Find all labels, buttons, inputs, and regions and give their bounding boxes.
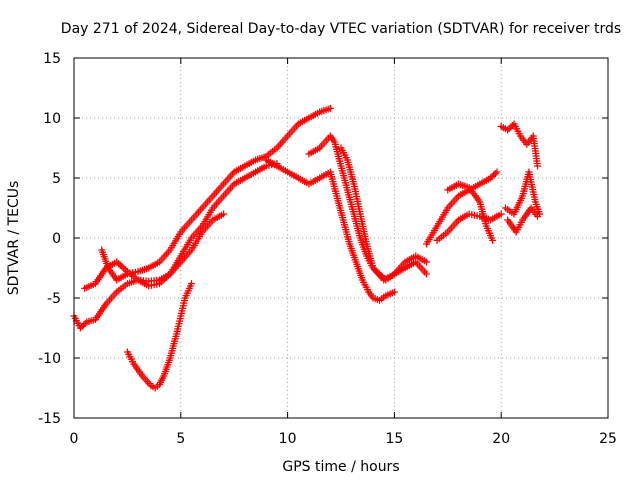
data-point <box>489 236 497 244</box>
data-point <box>497 210 505 218</box>
x-tick-label: 0 <box>70 431 79 447</box>
data-points <box>70 104 544 392</box>
series-arc-12 <box>501 168 544 218</box>
data-point <box>490 171 498 179</box>
grid <box>74 58 608 418</box>
series-arc-3 <box>98 104 334 284</box>
x-tick-label: 25 <box>599 431 617 447</box>
y-tick-label: -10 <box>38 351 61 367</box>
data-point <box>505 125 513 132</box>
series-arc-11 <box>497 120 542 170</box>
y-tick-label: 15 <box>43 51 61 67</box>
data-point <box>81 320 89 327</box>
x-axis-label: GPS time / hours <box>282 459 399 475</box>
series-arc-10 <box>444 180 497 244</box>
y-tick-label: 10 <box>43 111 61 127</box>
y-tick-label: -5 <box>47 291 61 307</box>
data-point <box>504 126 512 134</box>
x-tick-label: 10 <box>279 431 297 447</box>
data-point <box>78 323 86 330</box>
series-arc-4 <box>123 280 195 392</box>
data-point <box>491 170 499 177</box>
data-point <box>493 168 501 176</box>
data-point <box>390 288 398 296</box>
data-point <box>220 210 228 218</box>
y-tick-label: -15 <box>38 411 61 427</box>
x-tick-label: 5 <box>176 431 185 447</box>
data-point <box>80 321 88 329</box>
series-arc-9 <box>433 210 505 244</box>
data-point <box>76 324 84 332</box>
axis-ticks <box>73 57 609 419</box>
x-tick-label: 15 <box>385 431 403 447</box>
series-arc-7 <box>337 144 430 284</box>
data-point <box>534 162 542 170</box>
data-point <box>422 258 430 266</box>
data-point <box>488 173 496 180</box>
data-point <box>187 280 195 288</box>
tick-labels: 0 5 10 15 20 25 -15 -10 -5 0 5 10 15 <box>38 51 617 447</box>
y-tick-label: 5 <box>52 171 61 187</box>
y-tick-label: 0 <box>52 231 61 247</box>
series-arc-13 <box>504 204 542 236</box>
x-tick-label: 20 <box>492 431 510 447</box>
data-point <box>534 212 542 220</box>
y-axis-label: SDTVAR / TECUs <box>6 181 22 296</box>
chart-title: Day 271 of 2024, Sidereal Day-to-day VTE… <box>61 21 621 37</box>
series-arc-5 <box>262 156 398 304</box>
data-point <box>326 104 334 112</box>
data-point <box>487 174 495 182</box>
data-point <box>422 270 430 278</box>
